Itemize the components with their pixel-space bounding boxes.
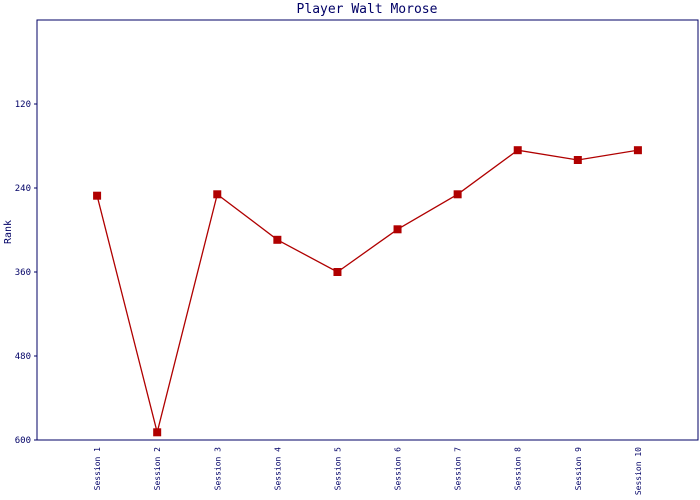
y-tick-label: 600 <box>15 436 31 446</box>
x-tick-label: Session 1 <box>93 447 102 491</box>
point-marker <box>453 190 462 199</box>
x-tick-label: Session 6 <box>394 447 403 491</box>
y-axis-label: Rank <box>3 220 14 244</box>
point-marker <box>513 146 522 155</box>
x-tick-label: Session 9 <box>574 447 583 491</box>
x-tick-label: Session 8 <box>514 447 523 491</box>
chart-title: Player Walt Morose <box>297 2 438 17</box>
x-tick-label: Session 2 <box>153 447 162 491</box>
point-marker <box>573 156 582 164</box>
point-marker <box>153 428 162 437</box>
x-tick-label: Session 5 <box>333 447 342 491</box>
y-tick-label: 480 <box>15 352 31 362</box>
plot-frame <box>36 19 699 441</box>
point-marker <box>273 235 282 244</box>
x-tick-label: Session 3 <box>213 447 222 491</box>
point-marker <box>633 146 642 155</box>
x-tick-label: Session 4 <box>273 447 282 491</box>
y-tick-label: 360 <box>15 268 31 278</box>
series-line <box>96 149 639 433</box>
point-marker <box>213 190 222 199</box>
y-tick-label: 240 <box>15 184 31 194</box>
point-marker <box>93 191 102 200</box>
y-tick-label: 120 <box>15 100 31 110</box>
x-tick-label: Session 10 <box>634 447 643 495</box>
point-marker <box>393 225 402 234</box>
x-tick-label: Session 7 <box>454 447 463 491</box>
point-marker <box>333 268 342 276</box>
